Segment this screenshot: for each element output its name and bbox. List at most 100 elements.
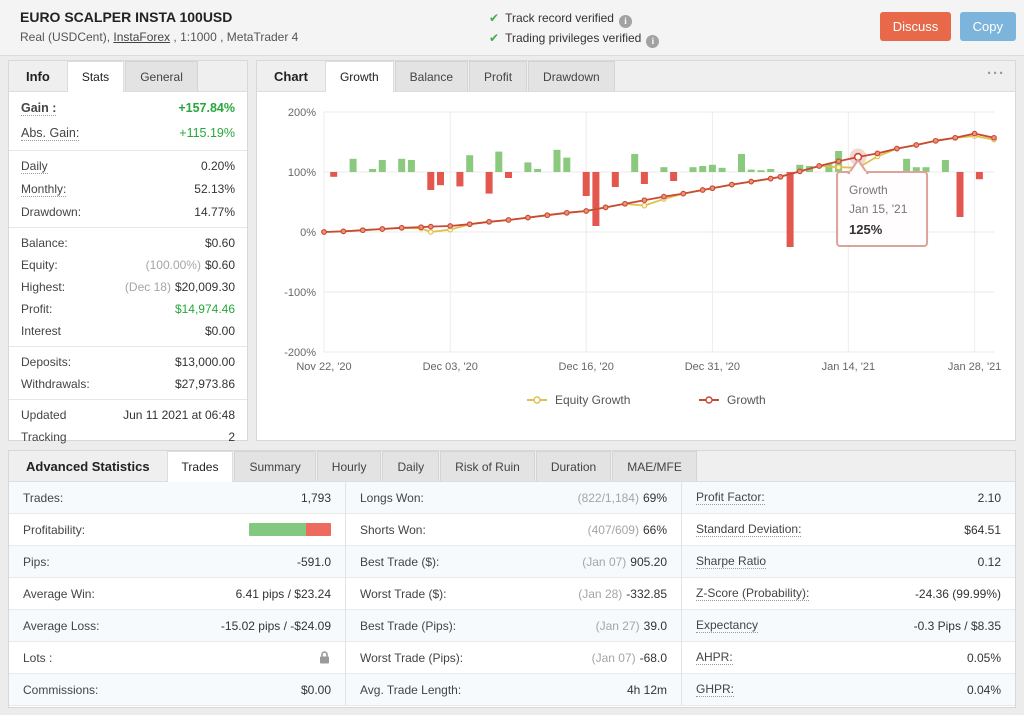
lock-icon	[320, 651, 329, 664]
divider	[9, 399, 247, 400]
stat-value-equity: (100.00%) $0.60	[145, 258, 235, 272]
tab-growth[interactable]: Growth	[324, 61, 394, 92]
stat-row-daily: Daily 0.20%	[9, 155, 247, 178]
stat-label-expectancy[interactable]: Expectancy	[696, 618, 759, 633]
growth-chart[interactable]: 200% 100% 0% -100% -200% Nov 22, '20 Dec 03, '…	[257, 92, 1015, 421]
tooltip-date: Jan 15, '21	[849, 202, 908, 216]
y-axis-tick-label: -100%	[284, 287, 316, 299]
tab-balance[interactable]: Balance	[394, 61, 469, 91]
stat-label-drawdown: Drawdown:	[21, 205, 82, 219]
track-record-verified-label: Track record verified	[505, 11, 614, 25]
chart-tabstrip: Chart Growth Balance Profit Drawdown ···	[257, 61, 1015, 92]
verification-block: ✔ Track record verified i ✔ Trading privile…	[489, 8, 660, 48]
stat-cell-best-trade: Best Trade ($): (Jan 07) 905.20	[346, 546, 682, 578]
y-axis-tick-label: 100%	[288, 167, 316, 179]
profitability-loss-segment	[305, 523, 331, 536]
stat-value-standard-deviation: $64.51	[964, 522, 1001, 537]
stat-cell-worst-trade-pips: Worst Trade (Pips): (Jan 07) -68.0	[346, 642, 682, 674]
stat-value-prefix: (100.00%)	[145, 258, 201, 272]
stat-cell-average-loss: Average Loss: -15.02 pips / -$24.09	[9, 610, 346, 642]
stat-label-ahpr[interactable]: AHPR:	[696, 650, 733, 665]
tab-trades[interactable]: Trades	[166, 451, 234, 482]
chart-panel-title[interactable]: Chart	[274, 68, 308, 84]
stat-value-tracking: 2	[228, 430, 235, 444]
stat-cell-avg-trade-length: Avg. Trade Length: 4h 12m	[346, 674, 682, 706]
tab-summary[interactable]: Summary	[234, 451, 316, 481]
stat-value-monthly: 52.13%	[194, 182, 235, 196]
stat-label-profit-factor[interactable]: Profit Factor:	[696, 490, 765, 505]
chart-tooltip: Growth Jan 15, '21 125%	[836, 158, 929, 247]
profitability-bar	[249, 523, 331, 536]
stat-value-sharpe-ratio: 0.12	[977, 554, 1001, 569]
track-record-verified: ✔ Track record verified i	[489, 8, 659, 28]
check-icon: ✔	[489, 11, 500, 25]
trading-privileges-verified: ✔ Trading privileges verified i	[489, 28, 660, 48]
stat-value-ahpr: 0.05%	[966, 650, 1001, 665]
chart-panel: Chart Growth Balance Profit Drawdown ··· 20…	[256, 60, 1016, 441]
stat-value-profit-factor: 2.10	[977, 490, 1001, 505]
tab-drawdown[interactable]: Drawdown	[528, 61, 615, 91]
stat-label-z-score-probability[interactable]: Z-Score (Probability):	[696, 586, 810, 601]
account-type: Real (USDCent),	[20, 30, 114, 44]
stat-row-highest: Highest: (Dec 18) $20,009.30	[9, 276, 247, 298]
stat-value-prefix: (407/609)	[587, 522, 639, 537]
tab-stats[interactable]: Stats	[66, 61, 125, 92]
stat-label-sharpe-ratio[interactable]: Sharpe Ratio	[696, 554, 767, 569]
stat-label-best-trade-pips: Best Trade (Pips):	[360, 618, 457, 633]
stat-label-withdrawals: Withdrawals:	[21, 377, 90, 391]
stat-label-daily[interactable]: Daily	[21, 159, 48, 174]
stat-label-abs-gain[interactable]: Abs. Gain:	[21, 126, 80, 141]
broker-link[interactable]: InstaForex	[113, 30, 171, 44]
tab-profit[interactable]: Profit	[469, 61, 528, 91]
stat-value-trades: 1,793	[300, 490, 331, 505]
stat-label-standard-deviation[interactable]: Standard Deviation:	[696, 522, 802, 537]
trading-privileges-verified-label: Trading privileges verified	[505, 31, 642, 45]
stat-label-avg-trade-length: Avg. Trade Length:	[360, 682, 462, 697]
y-axis-tick-label: 200%	[288, 107, 316, 119]
stat-value-worst-trade-pips: (Jan 07) -68.0	[591, 650, 667, 665]
legend-item-growth[interactable]: Growth	[699, 393, 766, 407]
account-header: EURO SCALPER INSTA 100USD Real (USDCent)…	[0, 0, 1024, 56]
stat-value-ghpr: 0.04%	[966, 682, 1001, 697]
tab-hourly[interactable]: Hourly	[316, 451, 382, 481]
tab-risk-of-ruin[interactable]: Risk of Ruin	[440, 451, 535, 481]
stat-label-best-trade: Best Trade ($):	[360, 554, 440, 569]
tooltip-value: 125%	[849, 222, 883, 237]
stat-cell-z-score-probability: Z-Score (Probability): -24.36 (99.99%)	[682, 578, 1015, 610]
info-icon[interactable]: i	[646, 35, 660, 48]
legend-item-equity-growth[interactable]: Equity Growth	[527, 393, 630, 407]
stat-value-withdrawals: $27,973.86	[174, 377, 235, 391]
stat-cell-expectancy: Expectancy -0.3 Pips / $8.35	[682, 610, 1015, 642]
tab-general[interactable]: General	[125, 61, 198, 91]
sidebar-tabstrip: Info Stats General	[9, 61, 247, 92]
tab-duration[interactable]: Duration	[535, 451, 612, 481]
stat-value-prefix: (Jan 07)	[582, 554, 627, 569]
account-subtitle: Real (USDCent), InstaForex , 1:1000 , Me…	[20, 30, 298, 44]
stat-cell-ahpr: AHPR: 0.05%	[682, 642, 1015, 674]
x-axis-tick-label: Nov 22, '20	[296, 361, 351, 373]
stat-value-pips: -591.0	[296, 554, 331, 569]
info-icon[interactable]: i	[618, 15, 632, 28]
stats-summary-list: Gain : +157.84% Abs. Gain: +115.19% Daily 0.2…	[9, 92, 247, 448]
discuss-button[interactable]: Discuss	[879, 12, 952, 41]
growth-chart-svg: 200% 100% 0% -100% -200% Nov 22, '20 Dec 03, '…	[284, 107, 1001, 407]
copy-button[interactable]: Copy	[959, 12, 1016, 41]
stat-label-gain[interactable]: Gain :	[21, 101, 57, 116]
growth-line	[321, 130, 997, 235]
sidebar-panel-title[interactable]: Info	[26, 68, 50, 84]
divider	[9, 346, 247, 347]
stat-label-monthly[interactable]: Monthly:	[21, 182, 67, 197]
stat-value-abs-gain: +115.19%	[179, 126, 235, 140]
stat-cell-trades: Trades: 1,793	[9, 482, 346, 514]
tab-mae-mfe[interactable]: MAE/MFE	[612, 451, 697, 481]
stat-cell-longs-won: Longs Won: (822/1,184) 69%	[346, 482, 682, 514]
stat-value-deposits: $13,000.00	[174, 355, 235, 369]
stat-label-ghpr[interactable]: GHPR:	[696, 682, 735, 697]
check-icon: ✔	[489, 31, 500, 45]
tab-daily[interactable]: Daily	[382, 451, 440, 481]
stat-cell-average-win: Average Win: 6.41 pips / $23.24	[9, 578, 346, 610]
x-axis-tick-label: Jan 28, '21	[948, 361, 1001, 373]
panel-menu-icon[interactable]: ···	[987, 65, 1005, 82]
stat-row-deposits: Deposits: $13,000.00	[9, 351, 247, 373]
stat-label-commissions: Commissions:	[23, 682, 99, 697]
